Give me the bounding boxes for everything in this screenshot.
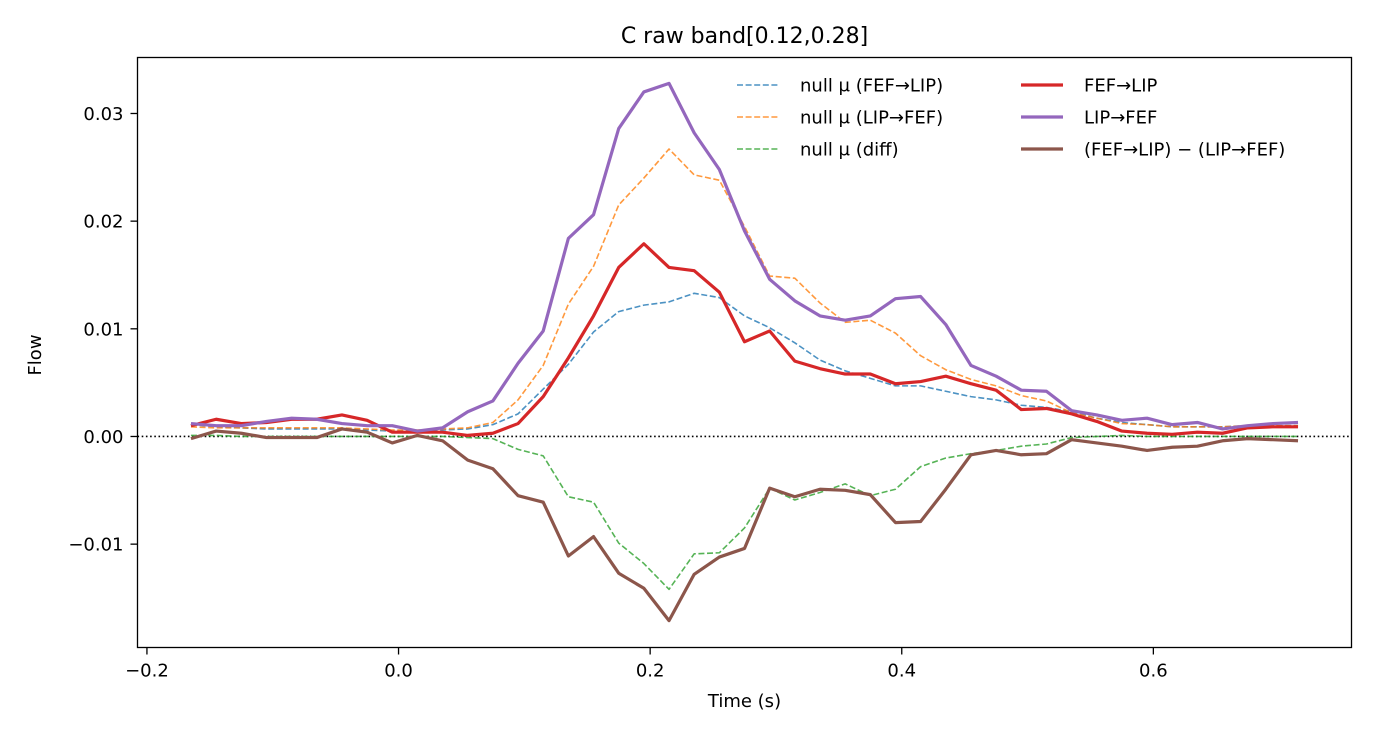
series-line-2 <box>190 434 1299 591</box>
legend: null μ (FEF→LIP) null μ (LIP→FEF) null μ (… <box>737 76 1285 161</box>
chart-title: C raw band[0.12,0.28] <box>621 24 868 49</box>
x-tick-label: 0.6 <box>1139 661 1168 682</box>
y-tick-label: 0.02 <box>83 212 123 233</box>
x-tick-label: 0.0 <box>384 661 413 682</box>
series-line-3 <box>190 242 1299 437</box>
plot-area <box>137 81 1352 623</box>
series-line-4 <box>190 81 1299 433</box>
legend-label: LIP→FEF <box>1084 108 1157 129</box>
legend-label: null μ (diff) <box>800 140 899 161</box>
x-axis-label: Time (s) <box>707 691 781 712</box>
x-tick-label: −0.2 <box>125 661 169 682</box>
series-line-0 <box>190 292 1299 432</box>
series-line-5 <box>190 427 1299 623</box>
y-tick-label: 0.01 <box>83 319 123 340</box>
series-line-1 <box>190 148 1299 431</box>
legend-label: (FEF→LIP) − (LIP→FEF) <box>1084 140 1285 161</box>
y-tick-label: 0.00 <box>83 427 123 448</box>
y-tick-label: −0.01 <box>68 535 123 556</box>
legend-label: FEF→LIP <box>1084 76 1157 97</box>
x-tick-label: 0.2 <box>636 661 665 682</box>
axes-frame <box>136 56 1353 649</box>
axis-ticks: −0.2 0.0 0.2 0.4 0.6 −0.01 0.00 0.01 0.02 0.03 <box>68 104 1167 682</box>
y-tick-label: 0.03 <box>83 104 123 125</box>
x-tick-label: 0.4 <box>887 661 916 682</box>
legend-label: null μ (LIP→FEF) <box>800 108 943 129</box>
legend-label: null μ (FEF→LIP) <box>800 76 943 97</box>
y-axis-label: Flow <box>25 334 46 375</box>
